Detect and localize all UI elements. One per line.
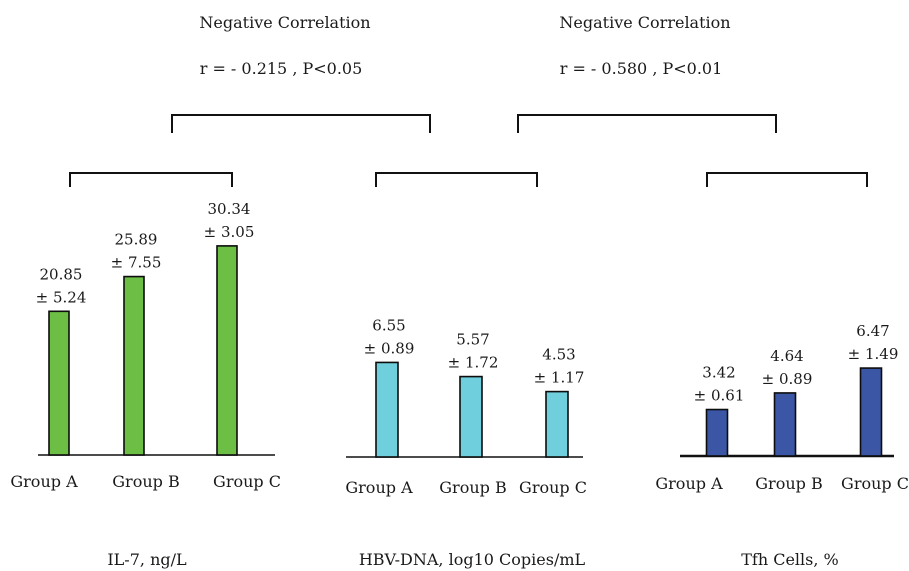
panel-3-cat-a: Group A [655,474,723,493]
panel-3-xlabel: Tfh Cells, % [741,550,839,569]
panel-1-bars [48,245,238,456]
bar-value-label: 25.89 [115,231,158,249]
panel-2-cat-b: Group B [439,478,506,497]
bar-c [545,390,569,458]
panel-1-labels: 20.85 ± 5.24 25.89 ± 7.55 30.34 ± 3.05 [36,200,255,306]
panel-3-labels: 3.42 ± 0.61 4.64 ± 0.89 6.47 ± 1.49 [694,322,899,404]
panel-1-xlabel: IL-7, ng/L [107,550,187,569]
bar-value-label: 6.47 [856,322,889,340]
bar-b [459,375,483,458]
panel-1-bracket [69,172,233,187]
bar-a [705,408,729,457]
correlation-2-stat: r = - 0.580 , P<0.01 [560,59,723,78]
bar-c [216,245,238,456]
bar-sd-label: ± 1.17 [534,369,585,387]
panel-2-cat-c: Group C [519,478,587,497]
bar-value-label: 4.64 [770,347,803,365]
panel-3-cat-b: Group B [755,474,822,493]
panel-tfh-cells: 3.42 ± 0.61 4.64 ± 0.89 6.47 ± 1.49 Group A G… [655,322,909,569]
panel-il7: 20.85 ± 5.24 25.89 ± 7.55 30.34 ± 3.05 Group … [10,200,281,569]
panel-2-cat-a: Group A [345,478,413,497]
panel-2-xlabel: HBV-DNA, log10 Copies/mL [359,550,586,569]
bar-value-label: 6.55 [372,316,405,334]
panel-hbv-dna: 6.55 ± 0.89 5.57 ± 1.72 4.53 ± 1.17 Group A G… [345,316,587,569]
bar-sd-label: ± 1.49 [848,345,899,363]
bar-sd-label: ± 0.89 [762,370,813,388]
panel-3-bracket [706,172,868,187]
bar-sd-label: ± 0.61 [694,387,745,405]
correlation-2-bracket [517,114,777,133]
bar-value-label: 30.34 [208,200,251,218]
bar-b [123,275,145,456]
bar-value-label: 3.42 [702,364,735,382]
bar-a [375,361,399,458]
correlation-1-stat: r = - 0.215 , P<0.05 [200,59,363,78]
bar-sd-label: ± 5.24 [36,288,87,306]
bar-sd-label: ± 7.55 [111,254,162,272]
bar-value-label: 4.53 [542,346,575,364]
bar-value-label: 20.85 [40,265,83,283]
panel-1-cat-a: Group A [10,472,78,491]
bar-sd-label: ± 1.72 [448,354,499,372]
bar-a [48,310,70,456]
panel-2-labels: 6.55 ± 0.89 5.57 ± 1.72 4.53 ± 1.17 [364,316,585,386]
bar-value-label: 5.57 [456,331,489,349]
correlation-1-title: Negative Correlation [199,13,370,32]
panel-1-cat-b: Group B [112,472,179,491]
panel-3-cat-c: Group C [841,474,909,493]
bar-c [859,367,883,457]
bar-sd-label: ± 3.05 [204,223,255,241]
bar-b [773,392,797,457]
panel-2-bars [375,361,569,458]
panel-3-bars [705,367,883,457]
panel-2-bracket [375,172,538,187]
panel-1-cat-c: Group C [213,472,281,491]
bar-sd-label: ± 0.89 [364,339,415,357]
correlation-1-bracket [171,114,431,133]
correlation-2-title: Negative Correlation [559,13,730,32]
